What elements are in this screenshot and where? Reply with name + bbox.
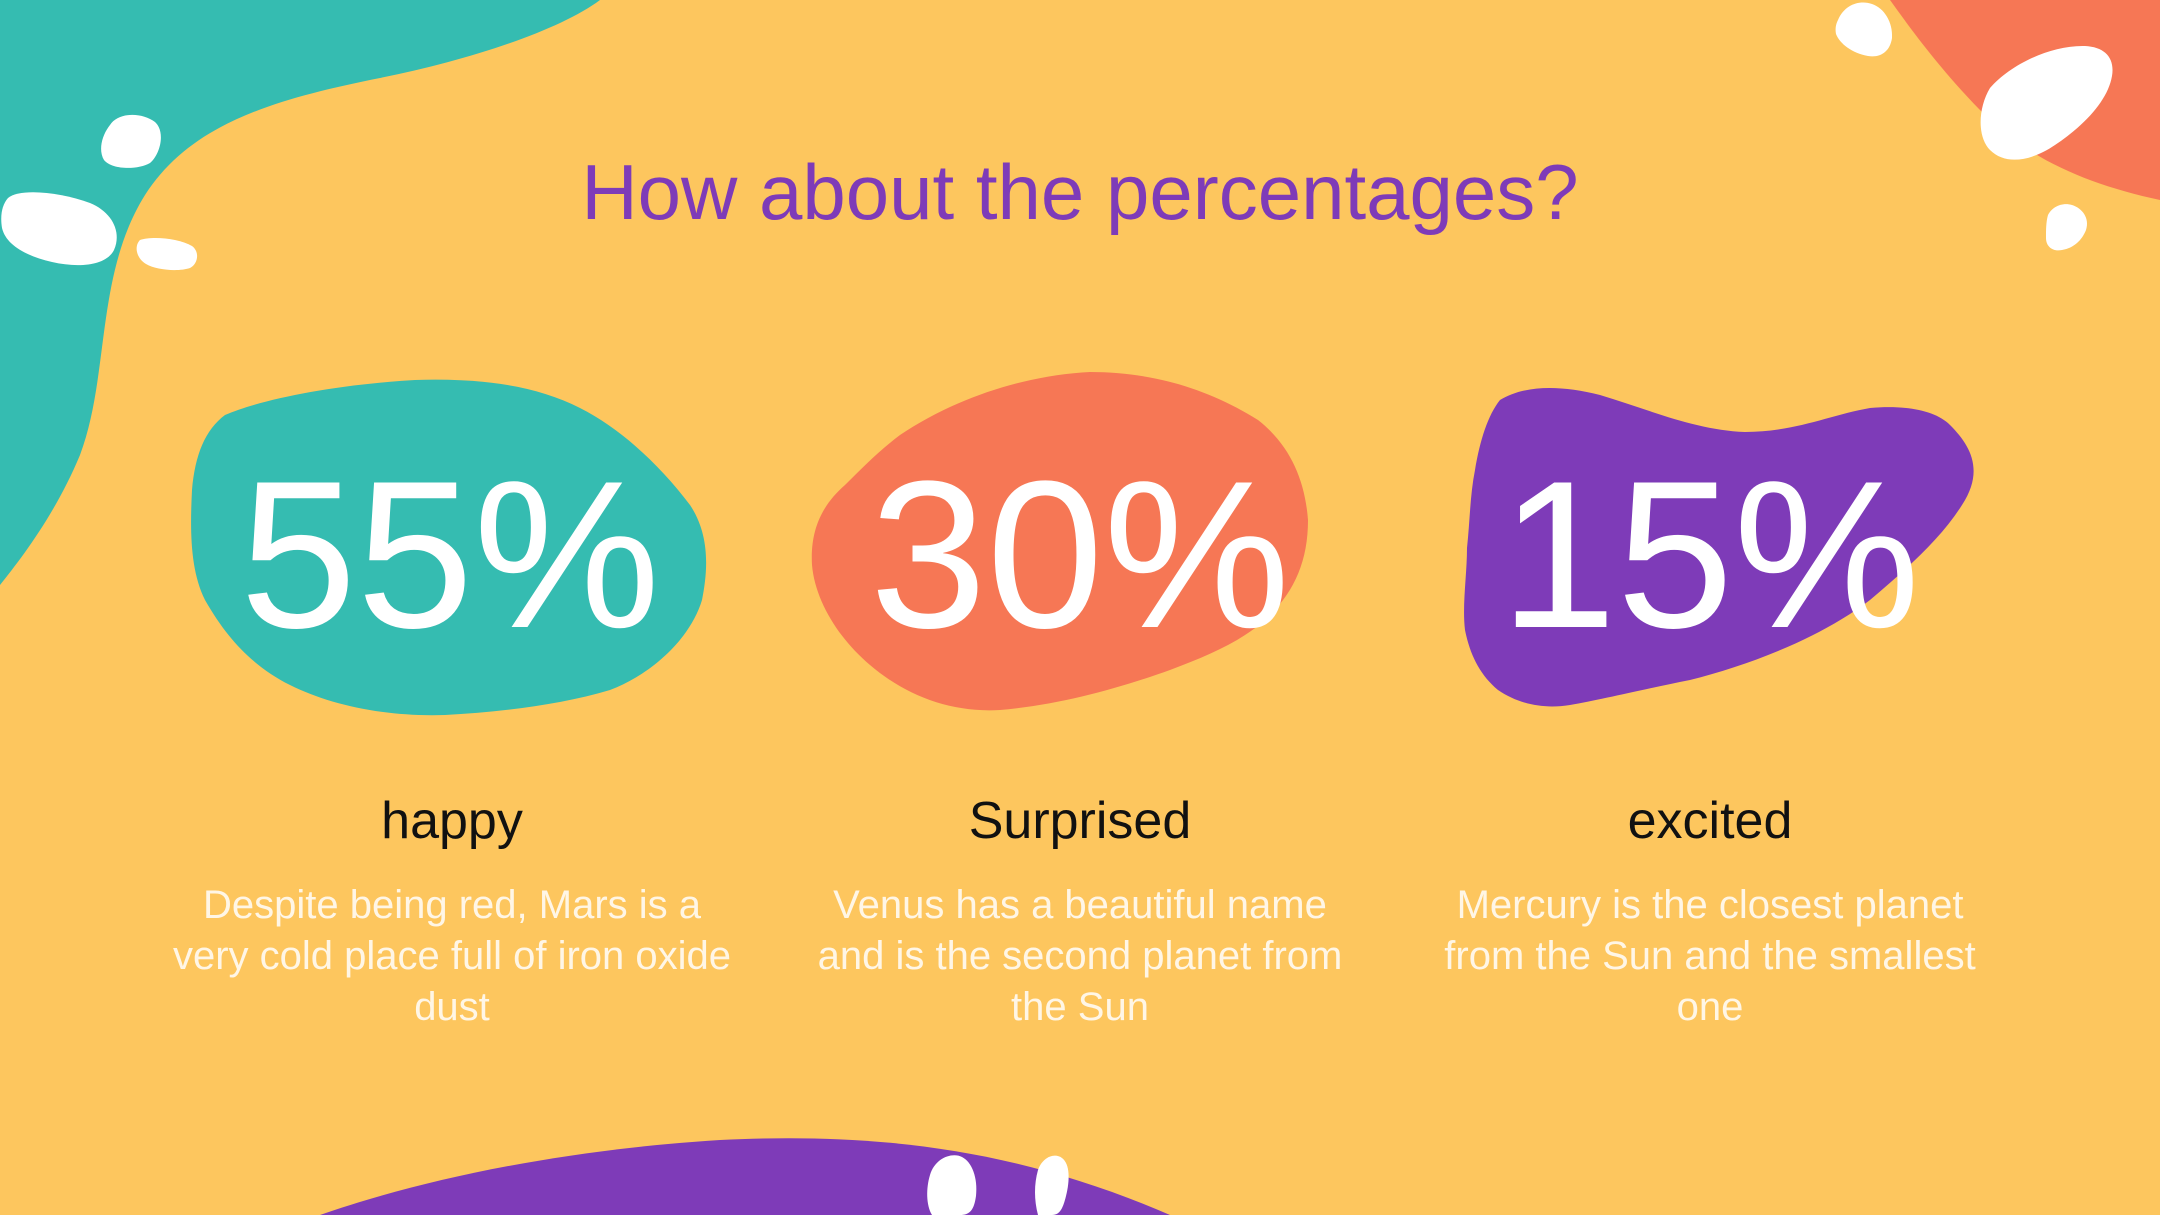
description-excited: Mercury is the closest planet from the S… [1444, 883, 1976, 1029]
white-pebble [136, 238, 198, 271]
white-pebble [1980, 45, 2113, 160]
label-surprised: Surprised [968, 792, 1192, 850]
description-happy: Despite being red, Mars is a very cold p… [172, 883, 732, 1029]
white-pebble [1835, 2, 1893, 57]
label-excited: excited [1627, 792, 1793, 850]
white-pebble [1, 192, 117, 266]
white-pebble [101, 114, 161, 168]
teal-blob [191, 379, 707, 716]
coral-blob [811, 372, 1308, 711]
label-happy: happy [381, 792, 523, 850]
percentage-excited: 15% [1499, 437, 1921, 672]
percentage-surprised: 30% [869, 437, 1291, 672]
white-pebble [2046, 204, 2088, 251]
white-pebble [1035, 1155, 1069, 1215]
percentage-happy: 55% [239, 437, 661, 672]
slide-title: How about the percentages? [581, 148, 1579, 236]
description-surprised: Venus has a beautiful name and is the se… [817, 883, 1343, 1029]
purple-blob [1464, 388, 1974, 707]
white-pebble [927, 1155, 977, 1215]
